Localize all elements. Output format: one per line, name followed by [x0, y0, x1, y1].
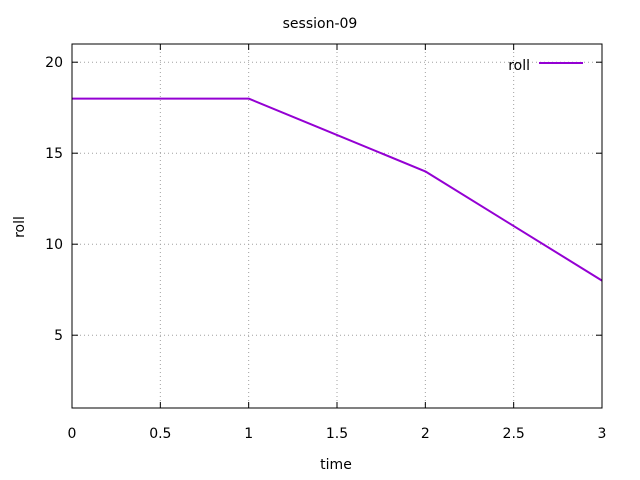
legend: roll	[508, 58, 583, 74]
x-tick-label: 1	[244, 426, 253, 442]
x-tick-labels: 0 0.5 1 1.5 2 2.5 3	[68, 426, 607, 442]
grid	[72, 44, 602, 408]
y-tick-label: 10	[45, 237, 63, 253]
legend-label-roll: roll	[508, 58, 530, 74]
series-line-roll	[72, 97, 603, 282]
x-tick-label: 0	[68, 426, 77, 442]
y-axis-label: roll	[12, 216, 28, 238]
x-axis-label: time	[320, 457, 352, 473]
chart-title: session-09	[283, 16, 358, 32]
plot-frame	[71, 43, 603, 409]
x-tick-label: 2.5	[503, 426, 525, 442]
x-tick-label: 3	[598, 426, 607, 442]
series	[72, 97, 603, 282]
y-tick-label: 5	[54, 328, 63, 344]
y-tick-labels: 5 10 15 20	[45, 55, 63, 344]
y-tick-label: 15	[45, 146, 63, 162]
y-tick-label: 20	[45, 55, 63, 71]
x-tick-label: 0.5	[149, 426, 171, 442]
x-tick-label: 2	[421, 426, 430, 442]
x-tick-label: 1.5	[326, 426, 348, 442]
